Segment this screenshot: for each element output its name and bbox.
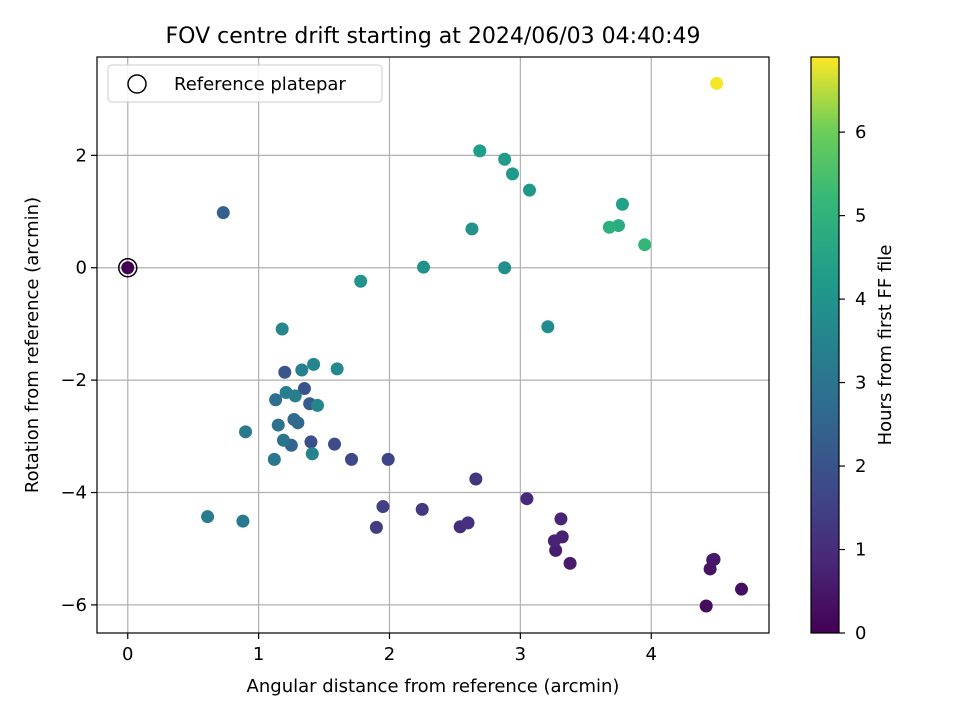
scatter-point <box>276 433 290 447</box>
plot-area: 0 1 2 3 4 −6 −4 −2 0 2 <box>60 56 770 665</box>
scatter-point <box>699 599 713 613</box>
x-axis-ticks: 0 1 2 3 4 <box>122 633 657 665</box>
scatter-point <box>297 382 311 396</box>
plot-frame <box>96 56 770 634</box>
scatter-point <box>710 76 724 90</box>
scatter-point <box>328 437 342 451</box>
scatter-point <box>295 363 309 377</box>
scatter-point <box>271 418 285 432</box>
scatter-point <box>498 152 512 166</box>
scatter-point <box>563 556 577 570</box>
colorbar: 0 1 2 3 4 5 6 Hours from first FF file <box>810 56 896 644</box>
scatter-point <box>469 472 483 486</box>
y-tick-label: 2 <box>76 145 87 166</box>
scatter-point <box>376 500 390 514</box>
y-tick-label: −6 <box>60 595 87 616</box>
colorbar-tick-label: 0 <box>855 623 866 644</box>
scatter-point <box>236 514 250 528</box>
scatter-point <box>465 222 479 236</box>
y-tick-label: −4 <box>60 483 87 504</box>
scatter-point <box>369 520 383 534</box>
scatter-point <box>735 582 749 596</box>
y-tick-label: −2 <box>60 370 87 391</box>
reference-platepar-marker <box>118 257 138 278</box>
chart-title: FOV centre drift starting at 2024/06/03 … <box>166 24 701 49</box>
scatter-point <box>381 452 395 466</box>
scatter-point <box>547 534 561 548</box>
scatter-point <box>216 206 230 220</box>
scatter-point <box>554 512 568 526</box>
y-tick-label: 0 <box>76 258 87 279</box>
scatter-point <box>201 510 215 524</box>
colorbar-frame <box>810 56 840 634</box>
scatter-point <box>330 362 344 376</box>
y-axis-label: Rotation from reference (arcmin) <box>22 197 43 493</box>
scatter-point <box>354 274 368 288</box>
colorbar-gradient <box>811 57 839 633</box>
colorbar-tick-label: 3 <box>855 373 866 394</box>
scatter-point <box>278 365 292 379</box>
legend-entry-reference: Reference platepar <box>174 74 346 95</box>
scatter-point <box>267 452 281 466</box>
x-axis-label: Angular distance from reference (arcmin) <box>247 676 620 697</box>
scatter-point <box>287 412 301 426</box>
scatter-point <box>305 447 319 461</box>
scatter-points <box>121 76 749 613</box>
scatter-point <box>549 543 563 557</box>
plot-background <box>97 57 769 633</box>
scatter-point <box>638 238 652 252</box>
x-tick-label: 1 <box>253 644 264 665</box>
scatter-point <box>707 552 721 566</box>
scatter-point <box>311 398 325 412</box>
scatter-point <box>304 435 318 449</box>
scatter-point <box>239 425 253 439</box>
x-tick-label: 4 <box>645 644 656 665</box>
scatter-point <box>461 516 475 530</box>
legend-marker-reference <box>127 74 147 94</box>
scatter-point <box>473 144 487 158</box>
colorbar-tick-label: 2 <box>855 456 866 477</box>
scatter-point <box>307 357 321 371</box>
scatter-point <box>506 167 520 181</box>
colorbar-tick-label: 1 <box>855 540 866 561</box>
x-tick-label: 3 <box>515 644 526 665</box>
x-tick-label: 2 <box>384 644 395 665</box>
colorbar-label: Hours from first FF file <box>875 245 896 446</box>
scatter-point <box>288 389 302 403</box>
scatter-point <box>345 452 359 466</box>
scatter-point <box>269 393 283 407</box>
colorbar-tick-label: 4 <box>855 289 866 310</box>
y-axis-ticks: −6 −4 −2 0 2 <box>60 145 97 616</box>
scatter-point <box>121 261 135 275</box>
scatter-point <box>417 260 431 274</box>
scatter-point <box>602 220 616 234</box>
scatter-point <box>415 502 429 516</box>
colorbar-tick-label: 5 <box>855 206 866 227</box>
legend: Reference platepar <box>107 64 383 103</box>
scatter-point <box>520 492 534 506</box>
x-tick-label: 0 <box>122 644 133 665</box>
scatter-point <box>541 320 555 334</box>
scatter-point <box>275 322 289 336</box>
colorbar-ticks: 0 1 2 3 4 5 6 <box>839 122 866 644</box>
scatter-point <box>615 197 629 211</box>
legend-box <box>107 64 383 103</box>
grid <box>97 57 769 633</box>
scatter-point <box>498 261 512 275</box>
scatter-point <box>523 183 537 197</box>
colorbar-tick-label: 6 <box>855 122 866 143</box>
